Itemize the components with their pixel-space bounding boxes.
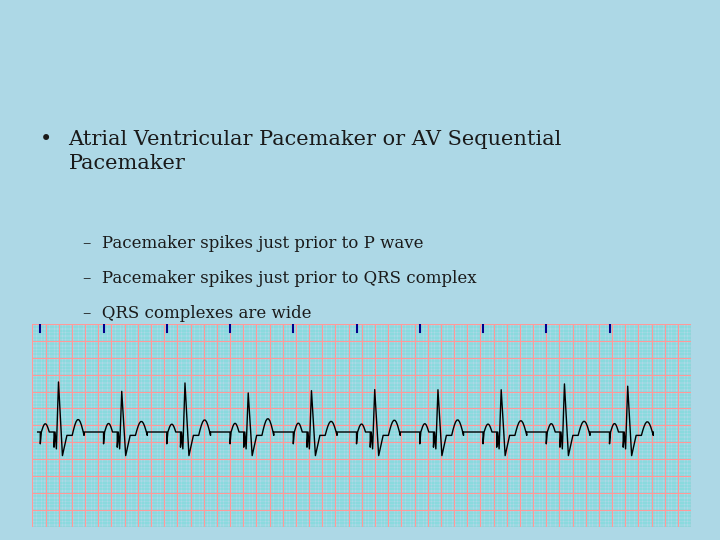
Text: –  Pacemaker spikes just prior to P wave: – Pacemaker spikes just prior to P wave xyxy=(83,235,423,252)
Text: Atrial Ventricular Pacemaker or AV Sequential
Pacemaker: Atrial Ventricular Pacemaker or AV Seque… xyxy=(68,130,562,173)
Text: •: • xyxy=(40,130,52,148)
Text: –  QRS complexes are wide: – QRS complexes are wide xyxy=(83,305,311,322)
Text: –  Pacemaker spikes just prior to QRS complex: – Pacemaker spikes just prior to QRS com… xyxy=(83,270,477,287)
